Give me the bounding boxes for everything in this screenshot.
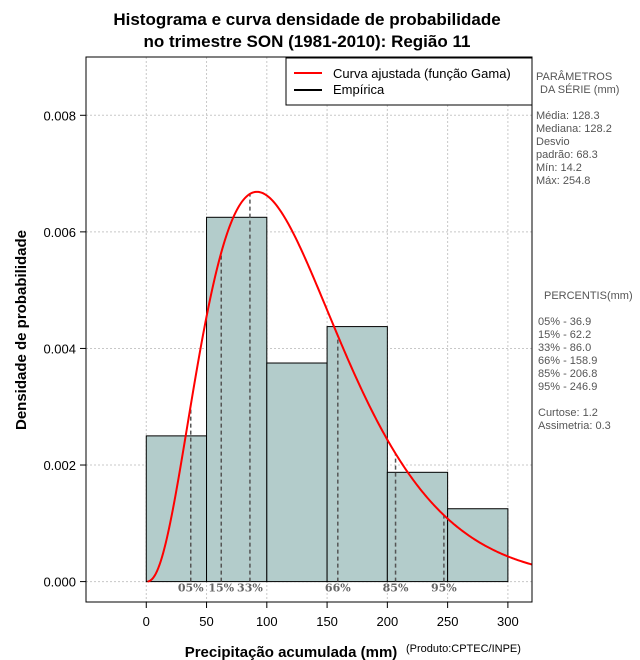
percentil-row: 95% - 246.9 (538, 381, 598, 393)
stat-assimetria: Assimetria: 0.3 (538, 420, 611, 432)
plot-frame (85, 56, 533, 603)
stat-curtose: Curtose: 1.2 (538, 407, 598, 419)
percentil-row: 15% - 62.2 (538, 329, 592, 341)
y-axis-title: Densidade de probabilidade (13, 230, 30, 430)
legend: Curva ajustada (função Gama) Empírica (285, 57, 533, 106)
x-tick-label: 250 (437, 614, 459, 629)
y-tick-label: 0.004 (43, 341, 76, 356)
percentile-label: 15% (208, 582, 234, 595)
histogram-bar (266, 362, 328, 583)
y-tick-label: 0.002 (43, 458, 76, 473)
histogram-bar (145, 435, 208, 583)
stat-media: Média: 128.3 (536, 110, 600, 122)
percentis-panel: PERCENTIS(mm) 05% - 36.9 15% - 62.2 33% … (538, 290, 633, 433)
stat-mediana: Mediana: 128.2 (536, 123, 612, 135)
y-axis: 0.000 0.002 0.004 0.006 0.008 (43, 108, 86, 590)
x-axis-title: Precipitação acumulada (mm) (185, 644, 398, 660)
chart-title-line2: no trimestre SON (1981-2010): Região 11 (144, 32, 471, 51)
legend-box (285, 57, 533, 106)
y-tick-label: 0.006 (43, 225, 76, 240)
histogram-bar (206, 216, 268, 583)
chart-title-line1: Histograma e curva densidade de probabil… (113, 10, 500, 29)
histogram-bar (386, 471, 449, 583)
percentile-lines: 05% 15% 33% 66% 85% 95% (178, 193, 457, 595)
gamma-curve (147, 190, 533, 583)
y-tick-label: 0.000 (43, 575, 76, 590)
stats-heading-2: DA SÉRIE (mm) (540, 84, 620, 96)
percentil-row: 66% - 158.9 (538, 355, 598, 367)
x-tick-label: 0 (143, 614, 150, 629)
percentile-label: 66% (325, 582, 351, 595)
x-tick-label: 150 (316, 614, 338, 629)
percentil-row: 85% - 206.8 (538, 368, 598, 380)
x-tick-label: 50 (199, 614, 213, 629)
stat-min: Mín: 14.2 (536, 162, 582, 174)
percentile-label: 05% (178, 582, 204, 595)
source-note: (Produto:CPTEC/INPE) (406, 643, 521, 655)
x-axis: 0 50 100 150 200 250 300 (143, 602, 519, 629)
histogram-bar (447, 508, 509, 583)
stat-max: Máx: 254.8 (536, 175, 591, 187)
percentile-label: 33% (237, 582, 263, 595)
percentile-label: 85% (383, 582, 409, 595)
stats-panel: PARÂMETROS DA SÉRIE (mm) Média: 128.3 Me… (536, 71, 619, 188)
percentil-row: 05% - 36.9 (538, 316, 592, 328)
legend-label-empirical: Empírica (333, 82, 385, 97)
percentil-row: 33% - 86.0 (538, 342, 592, 354)
x-tick-label: 300 (497, 614, 519, 629)
stat-desvio-2: padrão: 68.3 (536, 149, 598, 161)
y-tick-label: 0.008 (43, 108, 76, 123)
stats-heading-1: PARÂMETROS (536, 71, 613, 83)
percentile-label: 95% (431, 582, 457, 595)
x-tick-label: 100 (256, 614, 278, 629)
x-tick-label: 200 (376, 614, 398, 629)
legend-label-fit: Curva ajustada (função Gama) (333, 66, 511, 81)
stat-desvio-1: Desvio (536, 136, 570, 148)
histogram-bar (326, 326, 388, 583)
percentis-heading: PERCENTIS(mm) (544, 290, 633, 302)
